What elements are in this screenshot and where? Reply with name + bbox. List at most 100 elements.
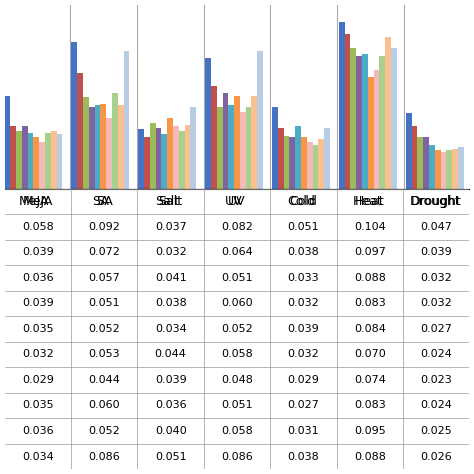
Bar: [246, 107, 252, 189]
Bar: [10, 126, 16, 189]
Bar: [222, 93, 228, 189]
Text: 0.082: 0.082: [221, 222, 253, 232]
Text: UV: UV: [228, 195, 246, 208]
Text: 0.036: 0.036: [22, 426, 54, 436]
Text: 0.088: 0.088: [354, 452, 386, 462]
Bar: [391, 48, 397, 189]
Text: 0.057: 0.057: [89, 273, 120, 283]
Bar: [350, 48, 356, 189]
Text: 0.039: 0.039: [22, 299, 54, 309]
Text: 0.036: 0.036: [22, 273, 54, 283]
Text: 0.039: 0.039: [22, 247, 54, 257]
Text: 0.041: 0.041: [155, 273, 186, 283]
Text: 0.025: 0.025: [420, 426, 452, 436]
Text: 0.052: 0.052: [89, 426, 120, 436]
Bar: [458, 147, 464, 189]
Text: 0.038: 0.038: [288, 452, 319, 462]
Bar: [100, 104, 106, 189]
Bar: [283, 136, 290, 189]
Text: 0.051: 0.051: [221, 273, 253, 283]
Bar: [417, 137, 423, 189]
Bar: [295, 126, 301, 189]
Bar: [144, 137, 150, 189]
Bar: [452, 149, 458, 189]
Bar: [89, 107, 95, 189]
Bar: [339, 22, 345, 189]
Bar: [118, 106, 124, 189]
Text: 0.036: 0.036: [155, 401, 186, 410]
Text: 0.051: 0.051: [221, 401, 253, 410]
Text: 0.060: 0.060: [89, 401, 120, 410]
Text: 0.039: 0.039: [155, 375, 186, 385]
Bar: [45, 133, 51, 189]
Text: 0.032: 0.032: [420, 299, 452, 309]
Bar: [112, 93, 118, 189]
Bar: [257, 51, 263, 189]
Text: 0.072: 0.072: [88, 247, 120, 257]
Text: 0.051: 0.051: [89, 299, 120, 309]
Text: 0.044: 0.044: [155, 349, 187, 359]
Text: 0.052: 0.052: [221, 324, 253, 334]
Bar: [106, 118, 112, 189]
Text: 0.097: 0.097: [354, 247, 386, 257]
Text: Cold: Cold: [290, 195, 317, 208]
Text: 0.029: 0.029: [22, 375, 54, 385]
Text: 0.038: 0.038: [155, 299, 186, 309]
Bar: [435, 150, 440, 189]
Bar: [22, 126, 27, 189]
Text: Drought: Drought: [410, 195, 462, 208]
Text: 0.035: 0.035: [22, 324, 54, 334]
Bar: [307, 142, 312, 189]
Bar: [5, 96, 10, 189]
Bar: [124, 51, 129, 189]
Bar: [155, 128, 162, 189]
Bar: [368, 77, 374, 189]
Bar: [440, 152, 447, 189]
Bar: [57, 134, 63, 189]
Text: 0.032: 0.032: [420, 273, 452, 283]
Bar: [16, 131, 22, 189]
Bar: [272, 107, 278, 189]
Bar: [83, 98, 89, 189]
Text: 0.083: 0.083: [354, 401, 385, 410]
Bar: [39, 142, 45, 189]
Text: 0.037: 0.037: [155, 222, 186, 232]
Bar: [406, 113, 411, 189]
Bar: [205, 57, 211, 189]
Bar: [211, 86, 217, 189]
Text: 0.058: 0.058: [221, 349, 253, 359]
Text: 0.027: 0.027: [420, 324, 452, 334]
Bar: [324, 128, 330, 189]
Bar: [179, 131, 184, 189]
Bar: [27, 133, 34, 189]
Bar: [240, 112, 246, 189]
Text: 0.104: 0.104: [354, 222, 385, 232]
Bar: [234, 96, 240, 189]
Bar: [447, 150, 452, 189]
Text: 0.023: 0.023: [420, 375, 452, 385]
Text: 0.044: 0.044: [88, 375, 120, 385]
Bar: [362, 55, 368, 189]
Text: 0.070: 0.070: [354, 349, 385, 359]
Bar: [51, 131, 57, 189]
Bar: [72, 42, 77, 189]
Text: SA: SA: [96, 195, 113, 208]
Text: 0.048: 0.048: [221, 375, 253, 385]
Text: 0.027: 0.027: [287, 401, 319, 410]
Bar: [162, 134, 167, 189]
Bar: [379, 56, 385, 189]
Text: 0.035: 0.035: [22, 401, 54, 410]
Text: 0.064: 0.064: [221, 247, 253, 257]
Bar: [385, 36, 391, 189]
Bar: [95, 106, 100, 189]
Text: MeJA: MeJA: [23, 195, 53, 208]
Text: 0.032: 0.032: [155, 247, 186, 257]
Text: 0.032: 0.032: [288, 299, 319, 309]
Bar: [228, 106, 234, 189]
Text: 0.086: 0.086: [221, 452, 253, 462]
Bar: [167, 118, 173, 189]
Text: 0.047: 0.047: [420, 222, 452, 232]
Text: 0.053: 0.053: [89, 349, 120, 359]
Bar: [301, 137, 307, 189]
Text: 0.088: 0.088: [354, 273, 386, 283]
